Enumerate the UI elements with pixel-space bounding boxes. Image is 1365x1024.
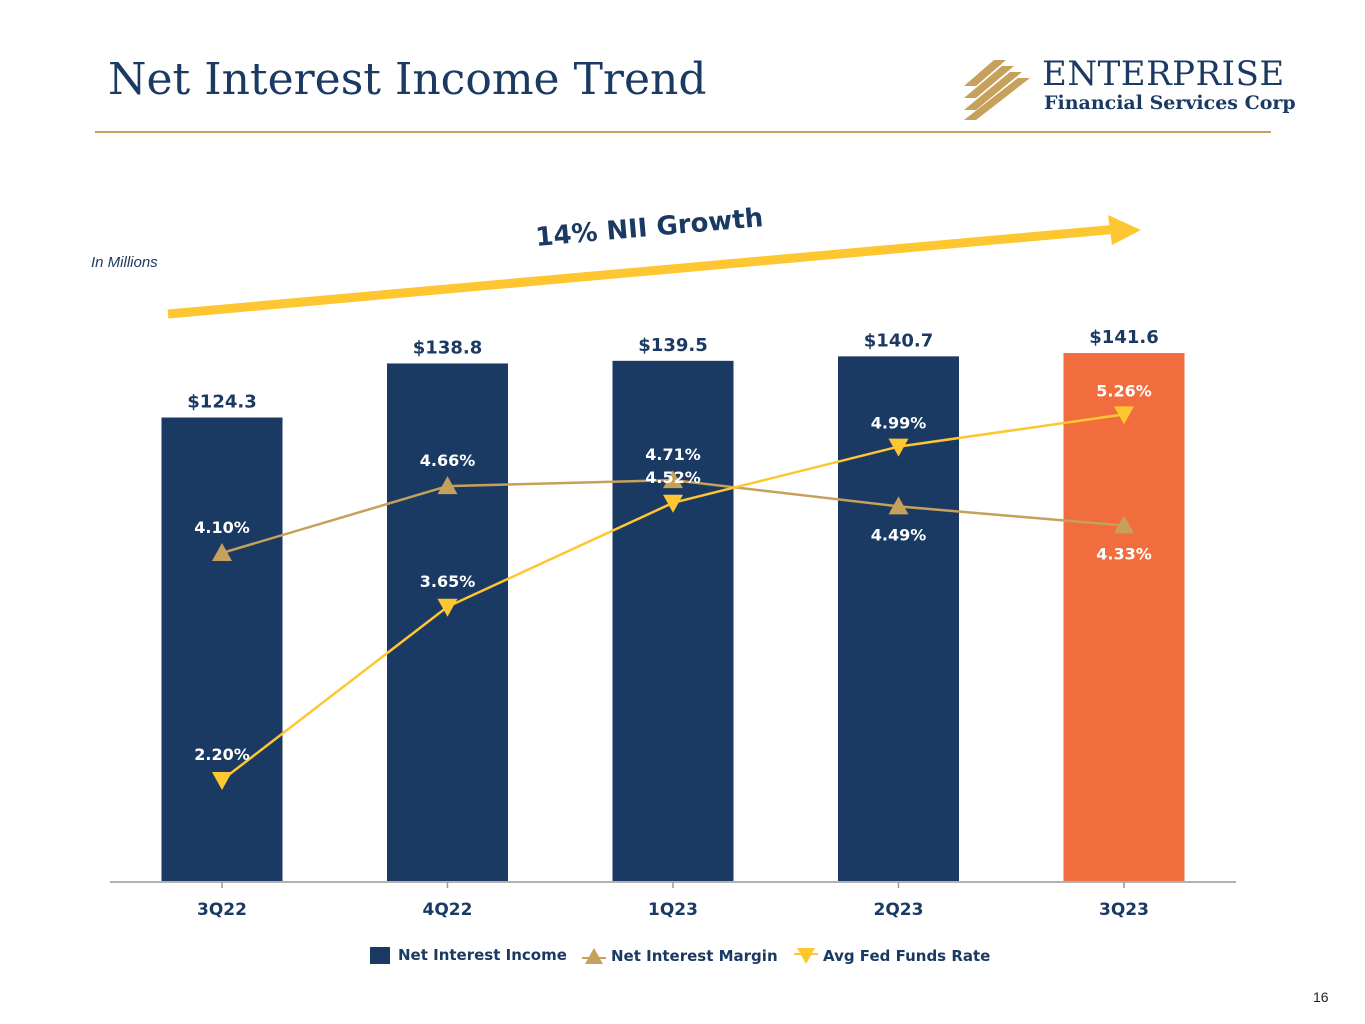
growth-arrow-shaft [167,224,1119,319]
legend-label-fed: Avg Fed Funds Rate [823,947,991,965]
bar-3q23 [1063,353,1185,881]
fed-point-3q22 [212,772,232,791]
nim-point-2q23 [888,496,909,515]
growth-annotation: 14% NII Growth [534,203,764,253]
bar-3q22 [161,417,283,881]
logo-stripes-icon [964,60,1030,120]
page-number: 16 [1313,989,1329,1005]
bar-4q22 [387,363,508,881]
legend-swatch-bar [370,946,390,964]
bar-label-4q22: $138.8 [413,337,482,358]
bar-label-2q23: $140.7 [864,330,933,351]
nim-point-3q23 [1114,515,1134,534]
nim-point-1q23 [663,470,683,489]
fed-label-1q23: 4.52% [645,468,701,487]
legend-triangle-down-icon [794,948,818,964]
growth-arrow-head-icon [1108,215,1141,245]
bar-label-1q23: $139.5 [638,335,707,356]
x-tick-3q22: 3Q22 [197,900,247,920]
bar-2q23 [838,356,959,881]
fed-point-1q23 [663,494,683,513]
fed-label-3q23: 5.26% [1096,381,1152,400]
bar-1q23 [612,360,734,881]
logo-subtitle: Financial Services Corp [1044,92,1296,114]
nim-label-2q23: 4.49% [871,525,927,544]
nim-label-4q22: 4.66% [420,451,476,470]
fed-label-3q22: 2.20% [194,745,250,764]
nim-label-1q23: 4.71% [645,445,701,464]
legend-label-nim: Net Interest Margin [611,947,778,965]
x-tick-2q23: 2Q23 [874,900,924,920]
growth-arrow: 14% NII Growth [167,203,1141,319]
fed-point-4q22 [437,598,458,617]
bar-label-3q22: $124.3 [187,392,256,413]
page-title: Net Interest Income Trend [108,54,707,105]
legend-item-fed: Avg Fed Funds Rate [794,946,990,966]
fed-point-3q23 [1114,406,1134,425]
company-logo: ENTERPRISE Financial Services Corp [962,54,1296,122]
bar-label-3q23: $141.6 [1089,327,1158,348]
fed-label-2q23: 4.99% [871,414,927,433]
title-divider [95,131,1271,133]
x-tick-1q23: 1Q23 [648,900,698,920]
nim-label-3q22: 4.10% [194,518,250,537]
nim-label-3q23: 4.33% [1096,545,1152,564]
nim-point-4q22 [437,476,458,495]
legend-triangle-up-icon [582,948,606,964]
legend-item-nii: Net Interest Income [370,946,567,964]
x-tick-4q22: 4Q22 [423,900,473,920]
fed-point-2q23 [888,438,909,457]
legend-item-nim: Net Interest Margin [582,946,778,966]
units-note: In Millions [91,254,158,271]
logo-name: ENTERPRISE [1042,54,1285,94]
nim-point-3q22 [212,543,232,561]
legend-label-nii: Net Interest Income [398,946,567,964]
fed-label-4q22: 3.65% [420,572,476,591]
x-tick-3q23: 3Q23 [1099,900,1149,920]
